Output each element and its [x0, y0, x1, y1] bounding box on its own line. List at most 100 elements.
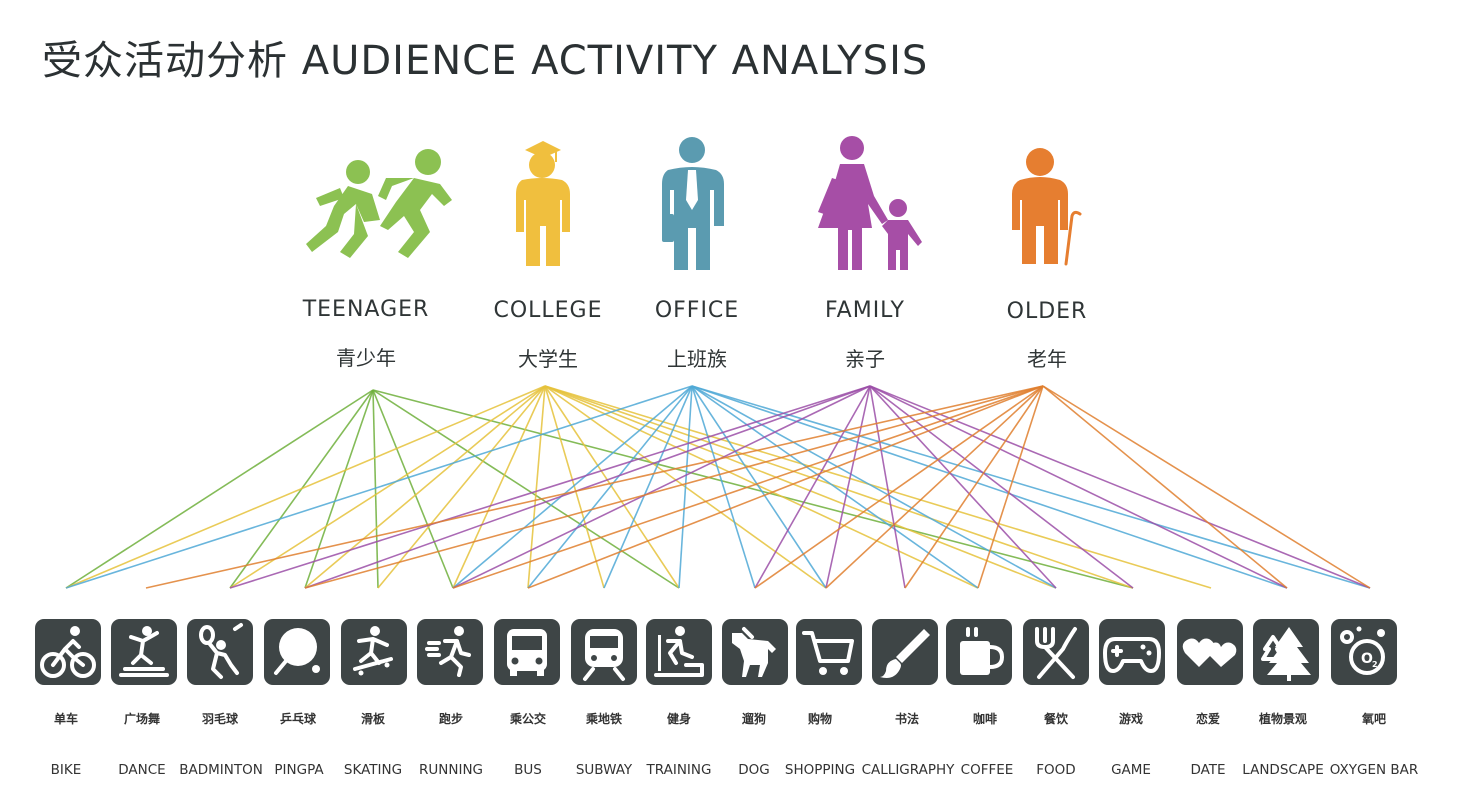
activity-en-labels: BIKE DANCE BADMINTON PINGPA SKATING RUNN…: [51, 762, 1419, 778]
connection-line-office-oxygen-bar: [691, 385, 1371, 589]
connection-line-family-oxygen-bar: [869, 385, 1371, 589]
activity-en-subway: SUBWAY: [576, 762, 633, 778]
activity-cn-game: 游戏: [1119, 711, 1143, 726]
connection-line-older-shopping: [825, 385, 1044, 589]
connection-line-older-oxygen-bar: [1042, 385, 1371, 589]
connection-line-older-landscape: [1042, 385, 1288, 589]
bike-icon: [35, 619, 101, 685]
activity-tiles: O 2: [35, 619, 1397, 685]
connection-line-college-subway: [544, 385, 605, 589]
dance-icon: [111, 619, 177, 685]
group-cn-older: 老年: [1027, 347, 1067, 371]
activity-en-training: TRAINING: [646, 762, 712, 778]
connection-line-college-pingpa: [304, 385, 546, 589]
activity-cn-labels: 单车 广场舞 羽毛球 乒乓球 滑板 跑步 乘公交 乘地铁 健身 遛狗 购物 书法…: [54, 711, 1386, 726]
activity-cn-landscape: 植物景观: [1258, 711, 1307, 726]
connection-line-teenager-pingpa: [304, 389, 374, 589]
hearts-icon: [1177, 619, 1243, 685]
group-cn-college: 大学生: [518, 347, 578, 371]
connection-line-college-training: [544, 385, 680, 589]
gamepad-icon: [1099, 619, 1165, 685]
activity-cn-dog: 遛狗: [741, 711, 766, 726]
activity-en-food: FOOD: [1036, 762, 1075, 778]
activity-cn-pingpa: 乒乓球: [280, 711, 317, 726]
subway-icon: [571, 619, 637, 685]
brush-icon: [872, 619, 938, 685]
connection-line-college-running: [452, 385, 546, 589]
activity-en-bike: BIKE: [51, 762, 82, 778]
svg-text:2: 2: [1372, 660, 1378, 669]
activity-cn-badminton: 羽毛球: [202, 711, 239, 726]
office-worker-icon: [662, 137, 724, 270]
connection-line-college-bus: [527, 385, 546, 589]
badminton-icon: [187, 619, 253, 685]
connection-line-older-coffee: [977, 385, 1044, 589]
connection-line-older-dog: [754, 385, 1044, 589]
connection-line-office-subway: [603, 385, 693, 589]
dog-icon: [722, 619, 788, 685]
fitness-icon: [646, 619, 712, 685]
connection-line-college-food: [544, 385, 1057, 589]
connection-line-family-badminton: [229, 385, 871, 589]
graduate-icon: [516, 141, 570, 266]
activity-en-game: GAME: [1111, 762, 1151, 778]
activity-en-running: RUNNING: [419, 762, 483, 778]
connection-line-older-calligraphy: [904, 385, 1044, 589]
connection-line-teenager-game: [372, 389, 1134, 589]
connection-line-family-shopping: [825, 385, 871, 589]
connection-line-college-skating: [377, 385, 546, 589]
activity-cn-coffee: 咖啡: [973, 711, 997, 726]
coffee-cup-icon: [946, 619, 1012, 685]
activity-en-landscape: LANDSCAPE: [1242, 762, 1323, 778]
trees-icon: [1253, 619, 1319, 685]
group-label-office: OFFICE: [655, 298, 739, 323]
activity-en-bus: BUS: [514, 762, 542, 778]
connection-line-office-dog: [691, 385, 756, 589]
activity-cn-calligraphy: 书法: [895, 711, 919, 726]
connection-line-college-date: [544, 385, 1212, 589]
connection-line-older-bus: [527, 385, 1044, 589]
connection-line-family-running: [452, 385, 871, 589]
activity-en-badminton: BADMINTON: [179, 762, 263, 778]
activity-en-pingpa: PINGPA: [274, 762, 324, 778]
connection-line-teenager-bike: [65, 389, 374, 589]
connection-line-college-coffee: [544, 385, 979, 589]
activity-en-skating: SKATING: [344, 762, 402, 778]
activity-cn-date: 恋爱: [1196, 711, 1220, 726]
activity-en-dance: DANCE: [118, 762, 165, 778]
activity-en-coffee: COFFEE: [961, 762, 1014, 778]
connection-line-teenager-skating: [372, 389, 379, 589]
running-people-icon: [306, 149, 452, 258]
shopping-cart-icon: [796, 619, 862, 685]
fork-knife-icon: [1023, 619, 1089, 685]
connection-line-family-dog: [754, 385, 871, 589]
connection-line-family-food: [869, 385, 1057, 589]
connection-line-older-dance: [145, 385, 1044, 589]
connection-line-office-bike: [65, 385, 693, 589]
group-cn-family: 亲子: [845, 347, 885, 371]
group-cn-office: 上班族: [667, 347, 727, 371]
connection-line-teenager-training: [372, 389, 680, 589]
connection-line-college-bike: [65, 385, 546, 589]
activity-cn-subway: 乘地铁: [585, 711, 622, 726]
activity-cn-training: 健身: [667, 711, 691, 726]
page-title: 受众活动分析 AUDIENCE ACTIVITY ANALYSIS: [42, 38, 929, 84]
connection-line-office-food: [691, 385, 1057, 589]
activity-cn-bus: 乘公交: [509, 711, 546, 726]
activity-cn-dance: 广场舞: [124, 711, 160, 726]
bus-icon: [494, 619, 560, 685]
activity-en-oxygen: OXYGEN BAR: [1330, 762, 1419, 778]
connection-line-office-coffee: [691, 385, 979, 589]
activity-en-shopping: SHOPPING: [785, 762, 855, 778]
connection-line-family-landscape: [869, 385, 1288, 589]
connection-line-office-landscape: [691, 385, 1288, 589]
activity-en-calligraphy: CALLIGRAPHY: [862, 762, 956, 778]
activity-cn-bike: 单车: [54, 711, 78, 726]
activity-en-dog: DOG: [738, 762, 769, 778]
group-label-family: FAMILY: [825, 298, 905, 323]
connection-line-family-pingpa: [304, 385, 871, 589]
elder-with-cane-icon: [1012, 148, 1082, 266]
activity-en-date: DATE: [1190, 762, 1225, 778]
activity-cn-running: 跑步: [439, 711, 463, 726]
connection-line-office-training: [678, 385, 693, 589]
